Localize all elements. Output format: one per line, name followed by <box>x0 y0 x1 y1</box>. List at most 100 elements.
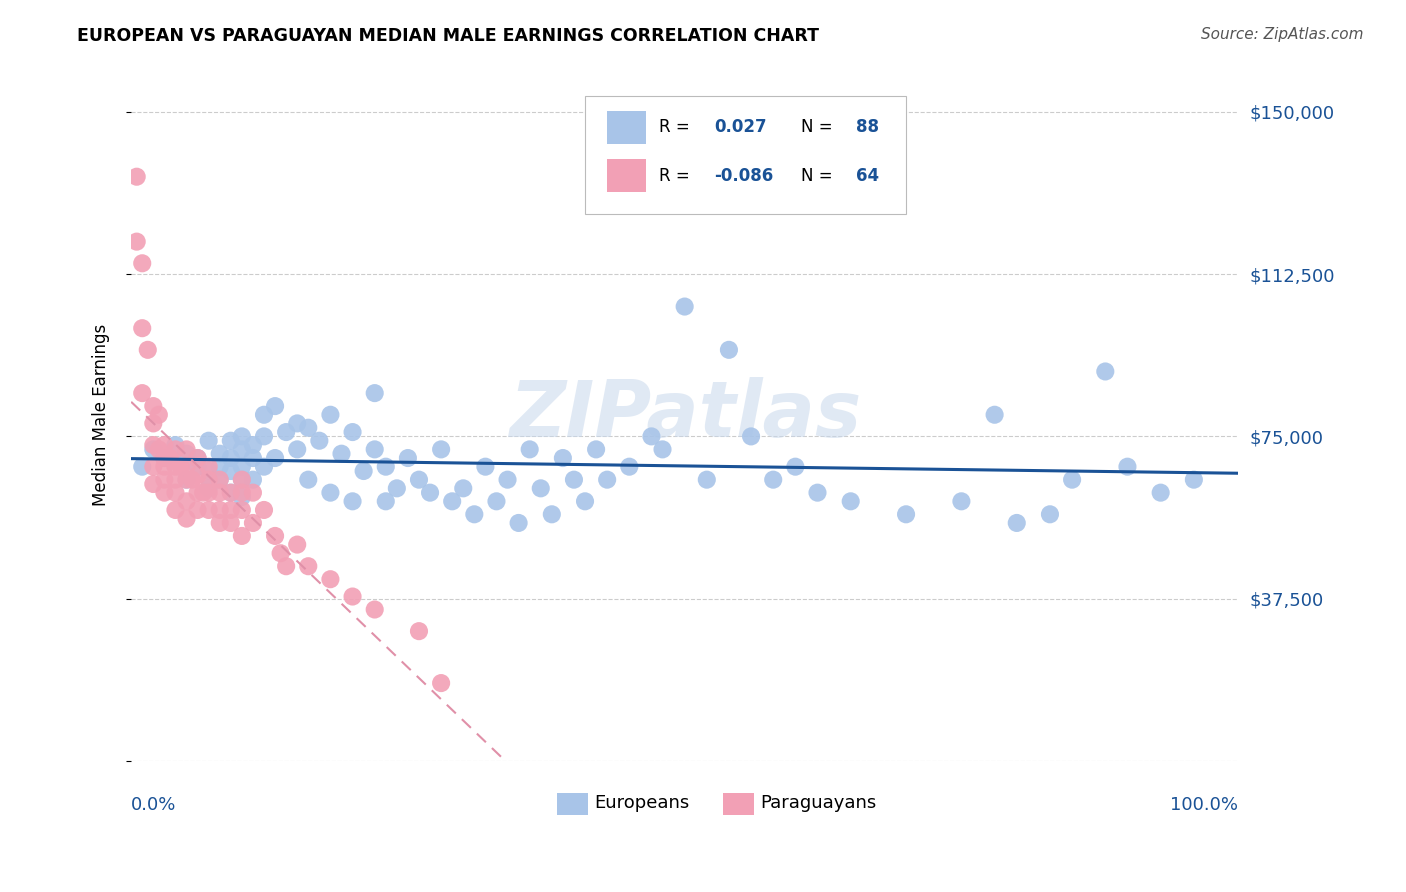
Point <box>297 559 319 574</box>
Text: 88: 88 <box>856 119 879 136</box>
Point <box>197 485 219 500</box>
Point <box>125 169 148 184</box>
Point <box>585 442 607 457</box>
Point <box>176 511 198 525</box>
Point <box>264 529 287 543</box>
Text: N =: N = <box>801 167 838 185</box>
FancyBboxPatch shape <box>585 96 905 214</box>
Point <box>530 481 553 495</box>
Point <box>176 442 198 457</box>
Point <box>308 434 330 448</box>
Point <box>463 508 485 522</box>
Point <box>219 464 242 478</box>
Point <box>231 490 253 504</box>
Text: Europeans: Europeans <box>593 794 689 812</box>
Point <box>219 485 242 500</box>
Point <box>219 503 242 517</box>
Point <box>242 516 264 530</box>
Point <box>170 459 193 474</box>
Point <box>276 425 298 439</box>
Point <box>762 473 785 487</box>
Point <box>197 473 219 487</box>
Point <box>1116 459 1139 474</box>
Point <box>153 438 176 452</box>
Point <box>1094 364 1116 378</box>
Point <box>148 442 170 457</box>
Point <box>208 473 231 487</box>
Point <box>640 429 662 443</box>
Point <box>219 485 242 500</box>
Point <box>142 399 165 413</box>
Point <box>187 459 209 474</box>
Point <box>717 343 740 357</box>
Text: -0.086: -0.086 <box>714 167 773 185</box>
Bar <box>557 793 588 815</box>
Point <box>142 442 165 457</box>
Point <box>1182 473 1205 487</box>
Point <box>342 590 364 604</box>
Point <box>385 481 408 495</box>
Point <box>181 473 204 487</box>
Point <box>342 425 364 439</box>
Text: Source: ZipAtlas.com: Source: ZipAtlas.com <box>1201 27 1364 42</box>
Point <box>364 602 387 616</box>
Point <box>219 450 242 465</box>
Point <box>231 473 253 487</box>
Point <box>208 503 231 517</box>
Point <box>574 494 596 508</box>
Text: 100.0%: 100.0% <box>1170 796 1239 814</box>
Point <box>153 450 176 465</box>
Point <box>242 473 264 487</box>
Point <box>165 442 187 457</box>
Point <box>136 343 159 357</box>
Point <box>242 450 264 465</box>
Text: R =: R = <box>659 167 695 185</box>
Point <box>519 442 541 457</box>
Point <box>187 468 209 483</box>
Point <box>319 485 342 500</box>
Point <box>142 438 165 452</box>
Bar <box>724 793 755 815</box>
Text: 0.0%: 0.0% <box>131 796 177 814</box>
Point <box>176 459 198 474</box>
Point <box>1039 508 1062 522</box>
Point <box>197 434 219 448</box>
Point <box>187 503 209 517</box>
Point <box>142 477 165 491</box>
Point <box>785 459 807 474</box>
Point <box>364 442 387 457</box>
Point <box>242 485 264 500</box>
Point <box>285 442 308 457</box>
Point <box>208 485 231 500</box>
Text: 0.027: 0.027 <box>714 119 768 136</box>
Point <box>253 429 276 443</box>
Point <box>153 450 176 465</box>
Point <box>894 508 917 522</box>
Point <box>176 473 198 487</box>
Point <box>176 447 198 461</box>
Point <box>153 473 176 487</box>
Y-axis label: Median Male Earnings: Median Male Earnings <box>93 324 110 506</box>
Point <box>540 508 562 522</box>
Point <box>562 473 585 487</box>
Point <box>330 447 353 461</box>
Point <box>153 485 176 500</box>
Point <box>208 473 231 487</box>
Point <box>651 442 673 457</box>
Point <box>219 434 242 448</box>
Point <box>131 256 153 270</box>
Point <box>839 494 862 508</box>
Point <box>176 473 198 487</box>
Point <box>950 494 973 508</box>
Point <box>508 516 530 530</box>
Point <box>285 538 308 552</box>
Point <box>319 408 342 422</box>
Point <box>451 481 474 495</box>
Point <box>1005 516 1028 530</box>
Point <box>474 459 496 474</box>
Point <box>419 485 441 500</box>
Point <box>231 442 253 457</box>
Point <box>619 459 641 474</box>
Point <box>551 450 574 465</box>
Point <box>297 421 319 435</box>
